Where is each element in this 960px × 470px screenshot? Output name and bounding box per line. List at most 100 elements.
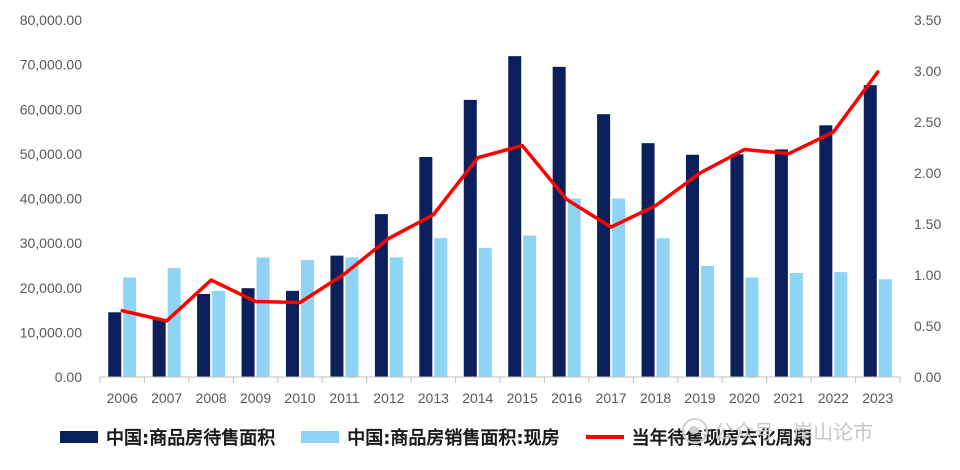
line-point-destock-cycle (698, 171, 702, 175)
x-tick-label: 2021 (773, 390, 804, 406)
right-tick-label: 3.00 (914, 63, 941, 79)
left-tick-label: 0.00 (55, 369, 82, 385)
line-point-destock-cycle (342, 272, 346, 276)
bar-completed-sales (656, 238, 670, 377)
line-point-destock-cycle (831, 130, 835, 134)
legend-item-completed-sales: 中国:商品房销售面积:现房 (301, 424, 560, 450)
bar-completed-sales (523, 235, 537, 377)
x-tick-label: 2023 (862, 390, 893, 406)
left-tick-label: 20,000.00 (20, 280, 82, 296)
x-tick-label: 2013 (418, 390, 449, 406)
x-tick-label: 2008 (196, 390, 227, 406)
x-tick-label: 2014 (462, 390, 493, 406)
right-tick-label: 2.50 (914, 114, 941, 130)
bar-stock-area (286, 290, 299, 377)
line-point-destock-cycle (298, 301, 302, 305)
bar-stock-area (641, 143, 655, 377)
left-tick-label: 80,000.00 (20, 12, 82, 28)
left-tick-label: 50,000.00 (20, 146, 82, 162)
legend-label-stock-area: 中国:商品房待售面积 (106, 428, 276, 449)
legend-swatch-completed-sales (301, 431, 340, 443)
bar-completed-sales (478, 248, 492, 377)
bar-stock-area (463, 99, 477, 377)
line-point-destock-cycle (387, 236, 391, 240)
bar-completed-sales (701, 265, 714, 377)
right-tick-label: 1.50 (914, 216, 941, 232)
x-tick-label: 2015 (507, 390, 538, 406)
right-tick-label: 2.00 (914, 165, 941, 181)
right-tick-label: 0.00 (914, 369, 941, 385)
left-tick-label: 70,000.00 (20, 57, 82, 73)
line-point-destock-cycle (876, 70, 880, 74)
legend-item-destock-cycle: 当年待售现房去化周期 (585, 424, 812, 450)
bar-completed-sales (745, 277, 759, 377)
bar-stock-area (597, 114, 611, 377)
bar-completed-sales (301, 260, 314, 377)
x-tick-label: 2019 (684, 390, 715, 406)
left-tick-label: 10,000.00 (20, 324, 82, 340)
line-point-destock-cycle (209, 278, 213, 282)
bar-completed-sales (834, 272, 848, 377)
legend-swatch-stock-area (60, 431, 98, 443)
bar-completed-sales (878, 279, 892, 377)
bar-completed-sales (123, 277, 137, 377)
legend: 中国:商品房待售面积 中国:商品房销售面积:现房 当年待售现房去化周期 (60, 424, 812, 450)
bar-completed-sales (167, 268, 181, 377)
line-destock-cycle (120, 70, 880, 323)
bar-stock-area (419, 156, 433, 377)
bars-group (108, 56, 892, 378)
line-point-destock-cycle (654, 204, 658, 208)
right-tick-label: 0.50 (914, 318, 941, 334)
bar-completed-sales (345, 257, 359, 377)
bar-completed-sales (789, 273, 803, 377)
left-tick-label: 60,000.00 (20, 101, 82, 117)
x-tick-label: 2022 (818, 390, 849, 406)
x-tick-label: 2016 (551, 390, 582, 406)
line-point-destock-cycle (476, 156, 480, 160)
bar-stock-area (552, 66, 566, 377)
line-point-destock-cycle (520, 143, 524, 147)
legend-item-stock-area: 中国:商品房待售面积 (60, 424, 275, 450)
bar-completed-sales (434, 238, 448, 377)
bar-stock-area (819, 125, 833, 377)
line-group (120, 70, 880, 323)
line-point-destock-cycle (165, 319, 169, 323)
x-tick-label: 2012 (373, 390, 404, 406)
bar-completed-sales (256, 257, 270, 377)
right-tick-label: 1.00 (914, 267, 941, 283)
bar-stock-area (508, 56, 522, 378)
line-point-destock-cycle (120, 309, 124, 313)
bar-stock-area (108, 312, 122, 377)
x-axis: 2006 2007 2008 2009 2010 2011 2012 2013 2014 2015… (99, 376, 901, 406)
bar-completed-sales (389, 257, 403, 377)
bar-completed-sales (567, 198, 581, 377)
x-tick-label: 2018 (640, 390, 671, 406)
left-axis: 0.00 10,000.00 20,000.00 30,000.00 40,000.00… (20, 12, 83, 385)
x-tick-label: 2010 (284, 390, 315, 406)
right-axis: 0.00 0.50 1.00 1.50 2.00 2.50 3.00 3.50 (914, 12, 941, 385)
bar-stock-area (152, 318, 166, 377)
bar-completed-sales (212, 290, 226, 377)
legend-swatch-destock-cycle (585, 435, 624, 439)
bar-stock-area (730, 154, 744, 377)
bar-stock-area (686, 154, 699, 377)
line-point-destock-cycle (609, 225, 613, 229)
x-tick-label: 2007 (151, 390, 182, 406)
legend-label-destock-cycle: 当年待售现房去化周期 (631, 428, 812, 449)
legend-label-completed-sales: 中国:商品房销售面积:现房 (347, 428, 560, 449)
bar-stock-area (374, 214, 388, 377)
bar-stock-area (330, 255, 344, 377)
x-tick-label: 2011 (329, 390, 359, 406)
line-point-destock-cycle (742, 148, 746, 152)
right-tick-label: 3.50 (914, 12, 941, 28)
line-point-destock-cycle (254, 300, 258, 304)
x-tick-label: 2009 (240, 390, 271, 406)
line-point-destock-cycle (787, 152, 791, 156)
bar-stock-area (241, 288, 255, 377)
bar-completed-sales (612, 198, 626, 377)
x-tick-label: 2006 (107, 390, 138, 406)
bar-stock-area (863, 85, 877, 377)
x-tick-label: 2020 (729, 390, 760, 406)
line-point-destock-cycle (431, 213, 435, 217)
